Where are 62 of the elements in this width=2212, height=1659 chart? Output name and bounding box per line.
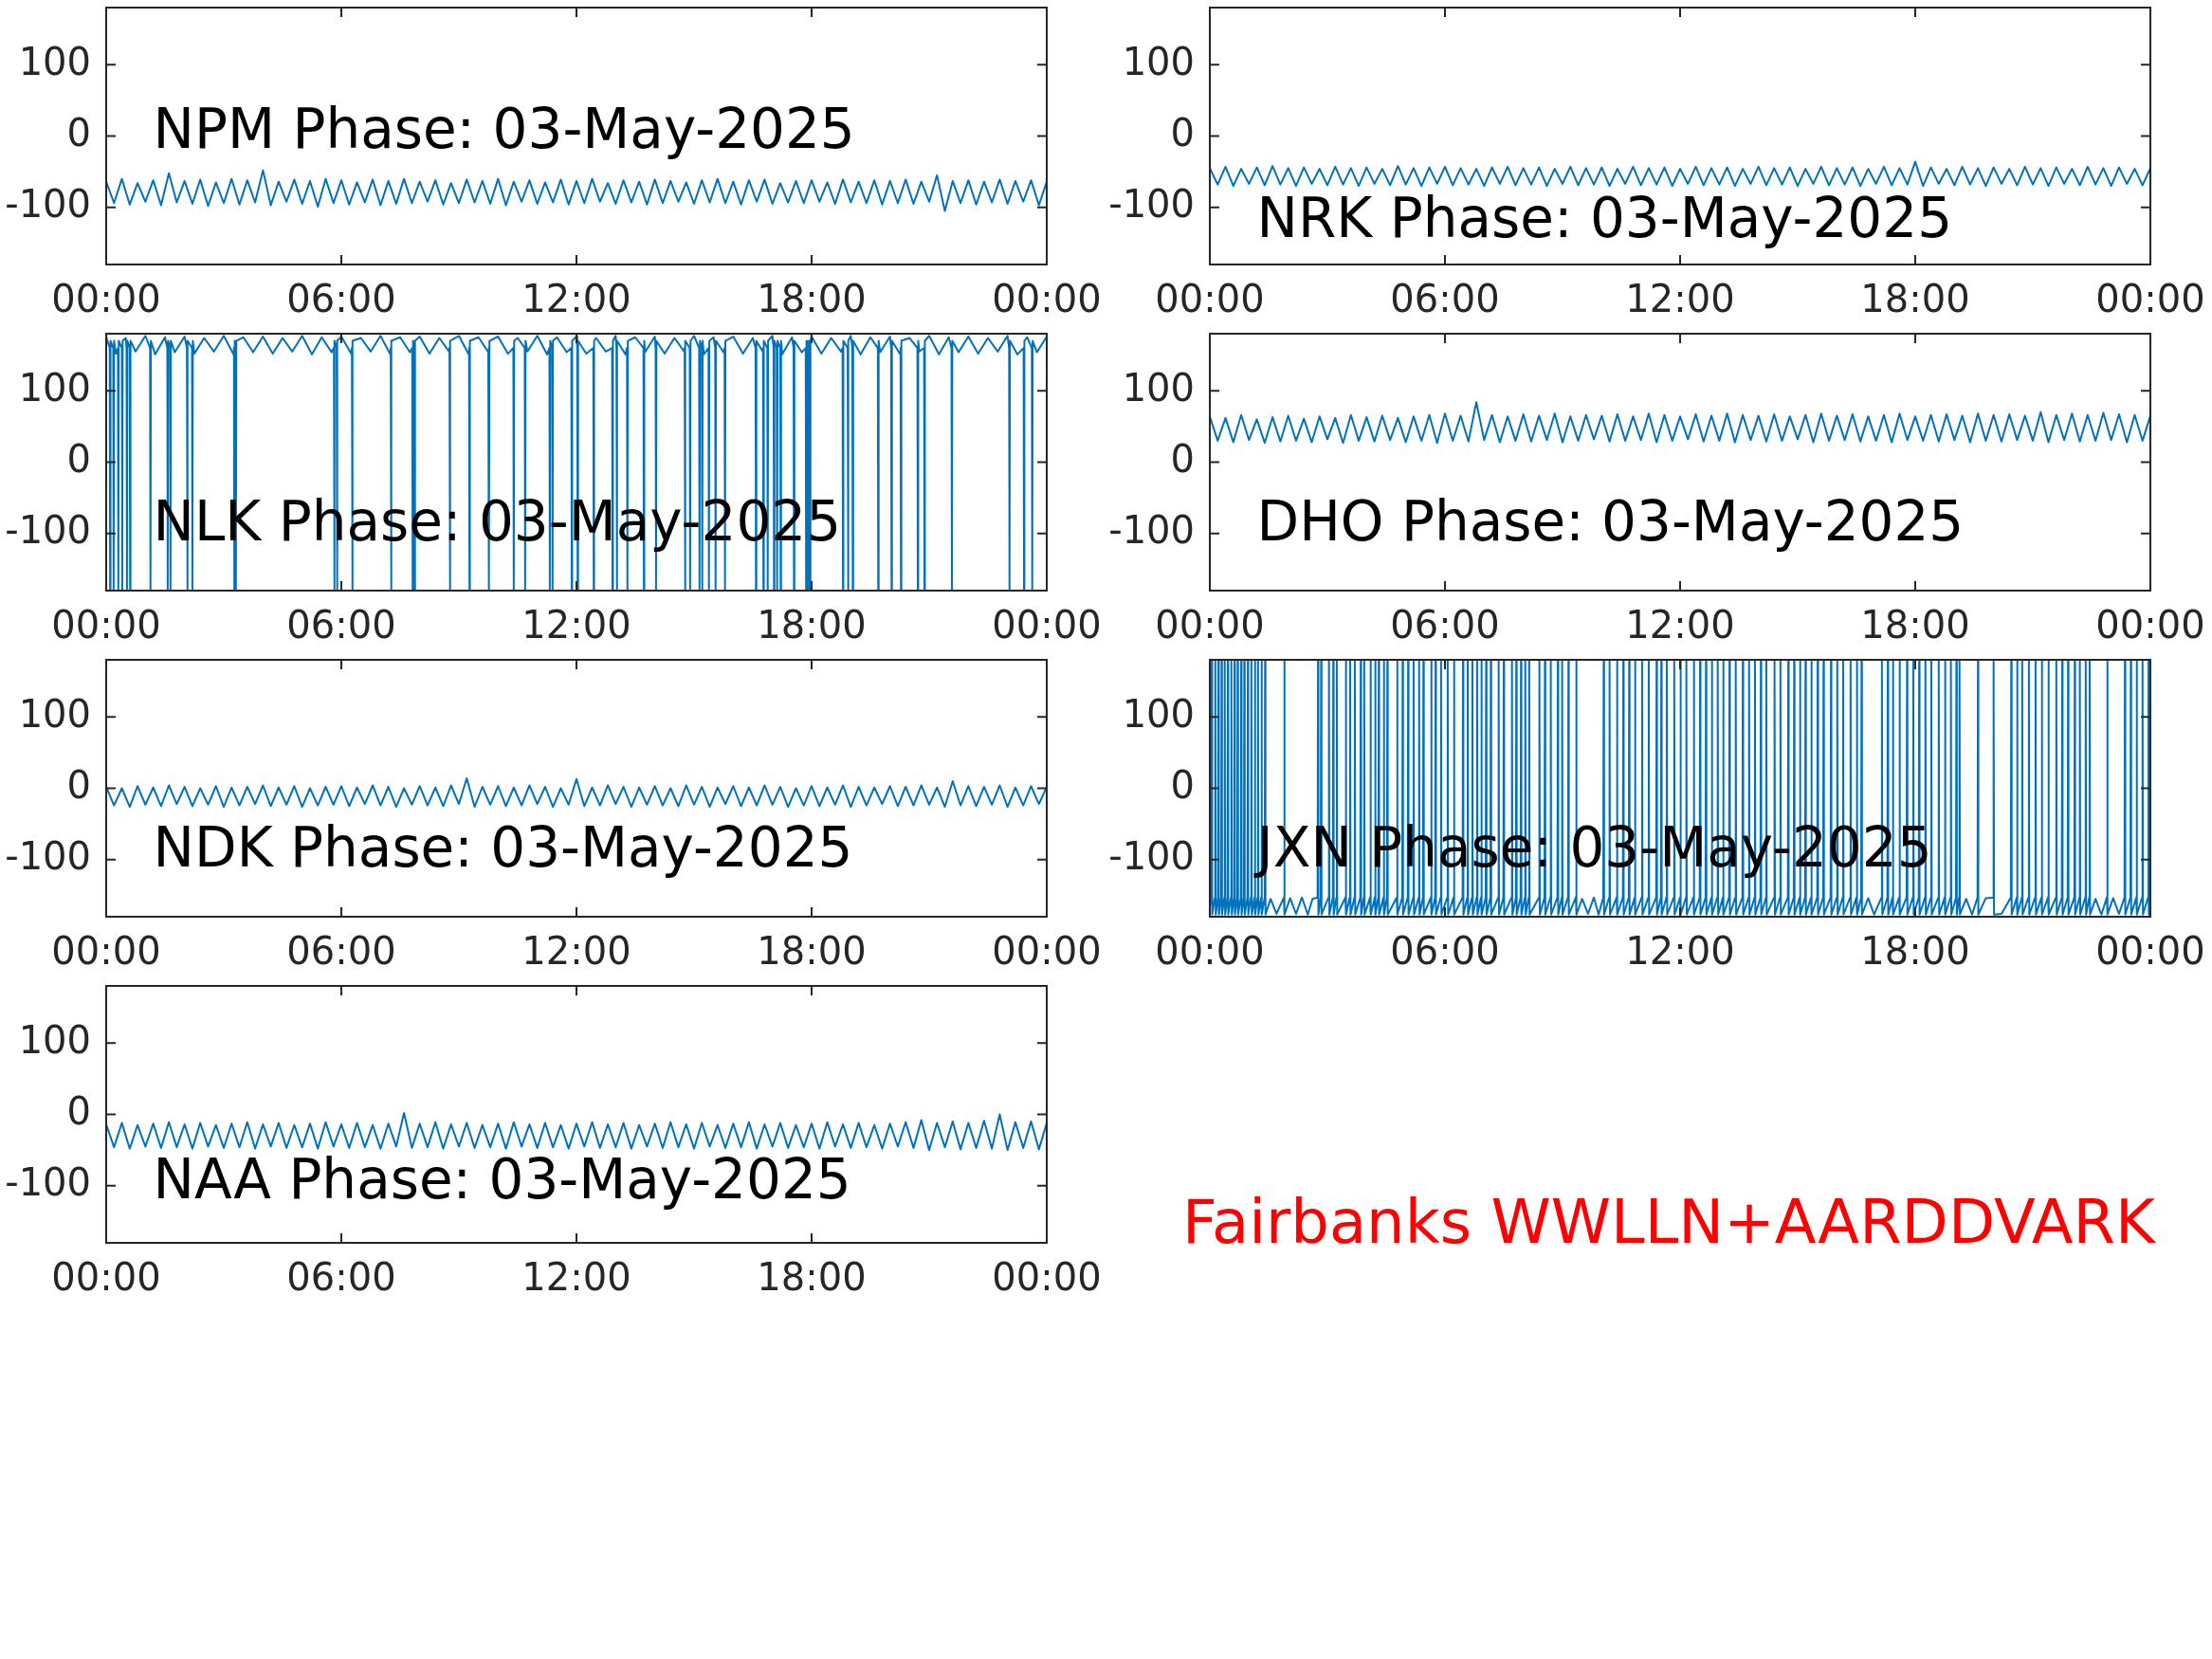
- annotation: DHO Phase: 03-May-2025: [1256, 489, 1965, 555]
- x-tick-label: 18:00: [1860, 603, 1970, 647]
- y-tick-label: 0: [1170, 762, 1195, 807]
- annotation: NRK Phase: 03-May-2025: [1256, 186, 1953, 251]
- annotation: NDK Phase: 03-May-2025: [153, 815, 853, 881]
- x-tick-label: 18:00: [757, 929, 867, 974]
- y-tick-label: 100: [18, 1017, 91, 1062]
- y-tick-label: 100: [18, 691, 91, 736]
- x-tick-label: 00:00: [2095, 929, 2205, 974]
- y-tick-label: -100: [1108, 834, 1195, 879]
- text: Fairbanks WWLLN+AARDDVARK: [1182, 1187, 2155, 1257]
- x-tick-label: 00:00: [992, 603, 1102, 647]
- x-tick-label: 00:00: [51, 277, 161, 321]
- y-tick-label: 0: [66, 436, 91, 481]
- x-tick-label: 12:00: [521, 277, 631, 321]
- y-tick-label: 100: [1122, 691, 1195, 736]
- x-tick-label: 00:00: [1155, 277, 1265, 321]
- x-tick-label: 00:00: [2095, 603, 2205, 647]
- y-tick-label: 0: [1170, 436, 1195, 481]
- x-tick-label: 00:00: [992, 1255, 1102, 1300]
- annotation: NPM Phase: 03-May-2025: [153, 97, 855, 162]
- y-tick-label: 100: [1122, 39, 1195, 83]
- x-tick-label: 12:00: [1625, 929, 1735, 974]
- x-tick-label: 00:00: [992, 277, 1102, 321]
- y-tick-label: 100: [18, 39, 91, 83]
- x-tick-label: 00:00: [51, 603, 161, 647]
- x-tick-label: 12:00: [521, 1255, 631, 1300]
- y-tick-label: 100: [1122, 365, 1195, 410]
- y-tick-label: 0: [66, 110, 91, 155]
- x-tick-label: 12:00: [521, 929, 631, 974]
- x-tick-label: 18:00: [1860, 277, 1970, 321]
- y-tick-label: 0: [1170, 110, 1195, 155]
- x-tick-label: 06:00: [286, 929, 396, 974]
- annotation: NAA Phase: 03-May-2025: [153, 1147, 851, 1212]
- y-tick-label: -100: [1108, 182, 1195, 227]
- x-tick-label: 00:00: [2095, 277, 2205, 321]
- x-tick-label: 12:00: [1625, 277, 1735, 321]
- y-tick-label: 100: [18, 365, 91, 410]
- y-tick-label: -100: [5, 1160, 91, 1205]
- x-tick-label: 00:00: [1155, 929, 1265, 974]
- x-tick-label: 06:00: [1390, 277, 1500, 321]
- y-tick-label: -100: [1108, 508, 1195, 553]
- y-tick-label: -100: [5, 834, 91, 879]
- x-tick-label: 00:00: [51, 929, 161, 974]
- x-tick-label: 00:00: [992, 929, 1102, 974]
- y-tick-label: 0: [66, 1088, 91, 1133]
- y-tick-label: -100: [5, 182, 91, 227]
- x-tick-label: 12:00: [1625, 603, 1735, 647]
- x-tick-label: 18:00: [757, 277, 867, 321]
- x-tick-label: 00:00: [51, 1255, 161, 1300]
- x-tick-label: 18:00: [757, 1255, 867, 1300]
- x-tick-label: 00:00: [1155, 603, 1265, 647]
- x-tick-label: 06:00: [1390, 929, 1500, 974]
- x-tick-label: 06:00: [286, 1255, 396, 1300]
- x-tick-label: 12:00: [521, 603, 631, 647]
- y-tick-label: 0: [66, 762, 91, 807]
- x-tick-label: 06:00: [1390, 603, 1500, 647]
- x-tick-label: 06:00: [286, 603, 396, 647]
- y-tick-label: -100: [5, 508, 91, 553]
- x-tick-label: 06:00: [286, 277, 396, 321]
- x-tick-label: 18:00: [757, 603, 867, 647]
- x-tick-label: 18:00: [1860, 929, 1970, 974]
